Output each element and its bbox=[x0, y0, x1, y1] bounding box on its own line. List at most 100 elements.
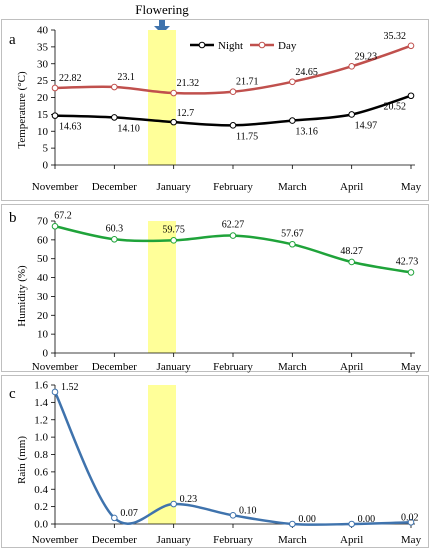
data-point bbox=[229, 88, 237, 96]
data-label: 13.16 bbox=[295, 127, 318, 138]
panel-c-letter: c bbox=[9, 386, 16, 402]
panel-a-ylabel: Temperature (°C) bbox=[16, 71, 28, 149]
panel-b-letter: b bbox=[9, 210, 17, 226]
y-tick-label: 0.8 bbox=[34, 449, 48, 461]
data-label: 42.73 bbox=[396, 256, 419, 267]
data-point bbox=[170, 237, 177, 244]
flowering-annotation: Flowering bbox=[135, 2, 189, 17]
chart-panel-a: 0 5 10 15 20 25 30 35 40 November December January F… bbox=[32, 25, 422, 194]
x-tick-label: January bbox=[157, 361, 192, 373]
data-label: 1.52 bbox=[61, 382, 79, 393]
y-tick-label: 30 bbox=[37, 291, 49, 303]
data-point bbox=[348, 520, 355, 528]
x-tick-label: May bbox=[401, 534, 422, 546]
x-tick-label: November bbox=[32, 181, 79, 193]
y-tick-label: 35 bbox=[37, 41, 49, 53]
data-point bbox=[407, 92, 415, 100]
data-point bbox=[111, 83, 118, 91]
data-point bbox=[170, 89, 177, 97]
data-label: 62.27 bbox=[222, 220, 245, 231]
data-point bbox=[348, 63, 355, 70]
y-tick-label: 70 bbox=[37, 216, 49, 228]
data-point bbox=[289, 240, 296, 248]
y-tick-label: 30 bbox=[37, 58, 49, 70]
data-point bbox=[170, 500, 177, 508]
x-tick-label: May bbox=[401, 361, 422, 373]
data-label: 23.1 bbox=[117, 72, 135, 83]
panel-b-frame bbox=[1, 204, 429, 372]
data-point bbox=[51, 84, 59, 92]
data-label: 22.82 bbox=[59, 73, 82, 84]
legend-label: Day bbox=[278, 40, 297, 52]
y-tick-label: 5 bbox=[43, 143, 49, 155]
y-tick-label: 1.0 bbox=[34, 432, 48, 444]
x-tick-label: December bbox=[92, 361, 138, 373]
y-tick-label: 20 bbox=[37, 310, 49, 322]
data-label: 0.07 bbox=[120, 508, 138, 519]
x-tick-label: April bbox=[340, 361, 363, 373]
x-tick-label: April bbox=[340, 181, 363, 193]
legend-label: Night bbox=[218, 40, 243, 52]
data-point bbox=[289, 520, 296, 528]
y-tick-label: 0.2 bbox=[34, 501, 48, 513]
data-point bbox=[111, 514, 118, 522]
x-tick-label: February bbox=[213, 361, 253, 373]
y-tick-label: 1.2 bbox=[34, 414, 48, 426]
x-tick-label: December bbox=[92, 181, 138, 193]
data-label: 0.10 bbox=[239, 505, 257, 516]
panel-c-frame bbox=[1, 375, 429, 548]
y-tick-label: 0.0 bbox=[34, 519, 48, 531]
y-tick-label: 20 bbox=[37, 92, 49, 104]
data-point bbox=[51, 112, 59, 119]
data-label: 24.65 bbox=[295, 67, 318, 78]
panel-c-ylabel: Rain (mm) bbox=[16, 436, 28, 484]
data-point bbox=[289, 117, 296, 124]
x-tick-label: February bbox=[213, 181, 253, 193]
data-point bbox=[51, 222, 59, 230]
data-label: 48.27 bbox=[340, 246, 363, 257]
series-line bbox=[53, 391, 412, 526]
data-label: 59.75 bbox=[162, 224, 185, 235]
data-point bbox=[407, 42, 415, 50]
x-tick-label: November bbox=[32, 534, 79, 546]
data-label: 0.00 bbox=[358, 514, 376, 525]
data-point bbox=[170, 118, 177, 126]
data-label: 67.2 bbox=[54, 210, 72, 221]
data-label: 21.32 bbox=[177, 78, 200, 89]
data-point bbox=[111, 114, 118, 121]
panel-a-frame bbox=[1, 19, 429, 201]
flowering-band bbox=[148, 385, 176, 524]
y-tick-label: 40 bbox=[37, 25, 49, 37]
x-tick-label: March bbox=[278, 181, 307, 193]
y-tick-label: 10 bbox=[37, 126, 49, 138]
data-label: 11.75 bbox=[236, 131, 258, 142]
x-tick-label: February bbox=[213, 534, 253, 546]
y-tick-label: 50 bbox=[37, 253, 49, 265]
data-label: 0.23 bbox=[180, 494, 198, 505]
x-tick-label: December bbox=[92, 534, 138, 546]
chart-panel-b: 0 10 20 30 40 50 60 70 November December January Fe… bbox=[32, 210, 422, 373]
y-tick-label: 10 bbox=[37, 329, 49, 341]
x-tick-label: November bbox=[32, 361, 79, 373]
data-label: 21.71 bbox=[236, 77, 259, 88]
data-label: 20.52 bbox=[384, 102, 407, 113]
legend: Night Day bbox=[190, 40, 297, 52]
x-tick-label: May bbox=[401, 181, 422, 193]
x-tick-label: April bbox=[340, 534, 363, 546]
data-label: 0.00 bbox=[298, 514, 316, 525]
data-label: 35.32 bbox=[384, 31, 407, 42]
chart-panel-c: 0.0 0.2 0.4 0.6 0.8 1.0 1.2 1.4 1.6 November Decem… bbox=[32, 380, 422, 547]
y-tick-label: 60 bbox=[37, 234, 49, 246]
data-point bbox=[111, 235, 118, 243]
data-label: 60.3 bbox=[106, 223, 124, 234]
y-tick-label: 40 bbox=[37, 272, 49, 284]
flowering-band bbox=[148, 30, 176, 165]
y-tick-label: 0.6 bbox=[34, 466, 48, 478]
data-label: 29.23 bbox=[355, 51, 378, 62]
data-point bbox=[229, 512, 237, 519]
x-tick-label: January bbox=[157, 181, 192, 193]
data-point bbox=[348, 111, 355, 118]
data-label: 14.63 bbox=[59, 122, 82, 133]
data-label: 57.67 bbox=[281, 228, 304, 239]
